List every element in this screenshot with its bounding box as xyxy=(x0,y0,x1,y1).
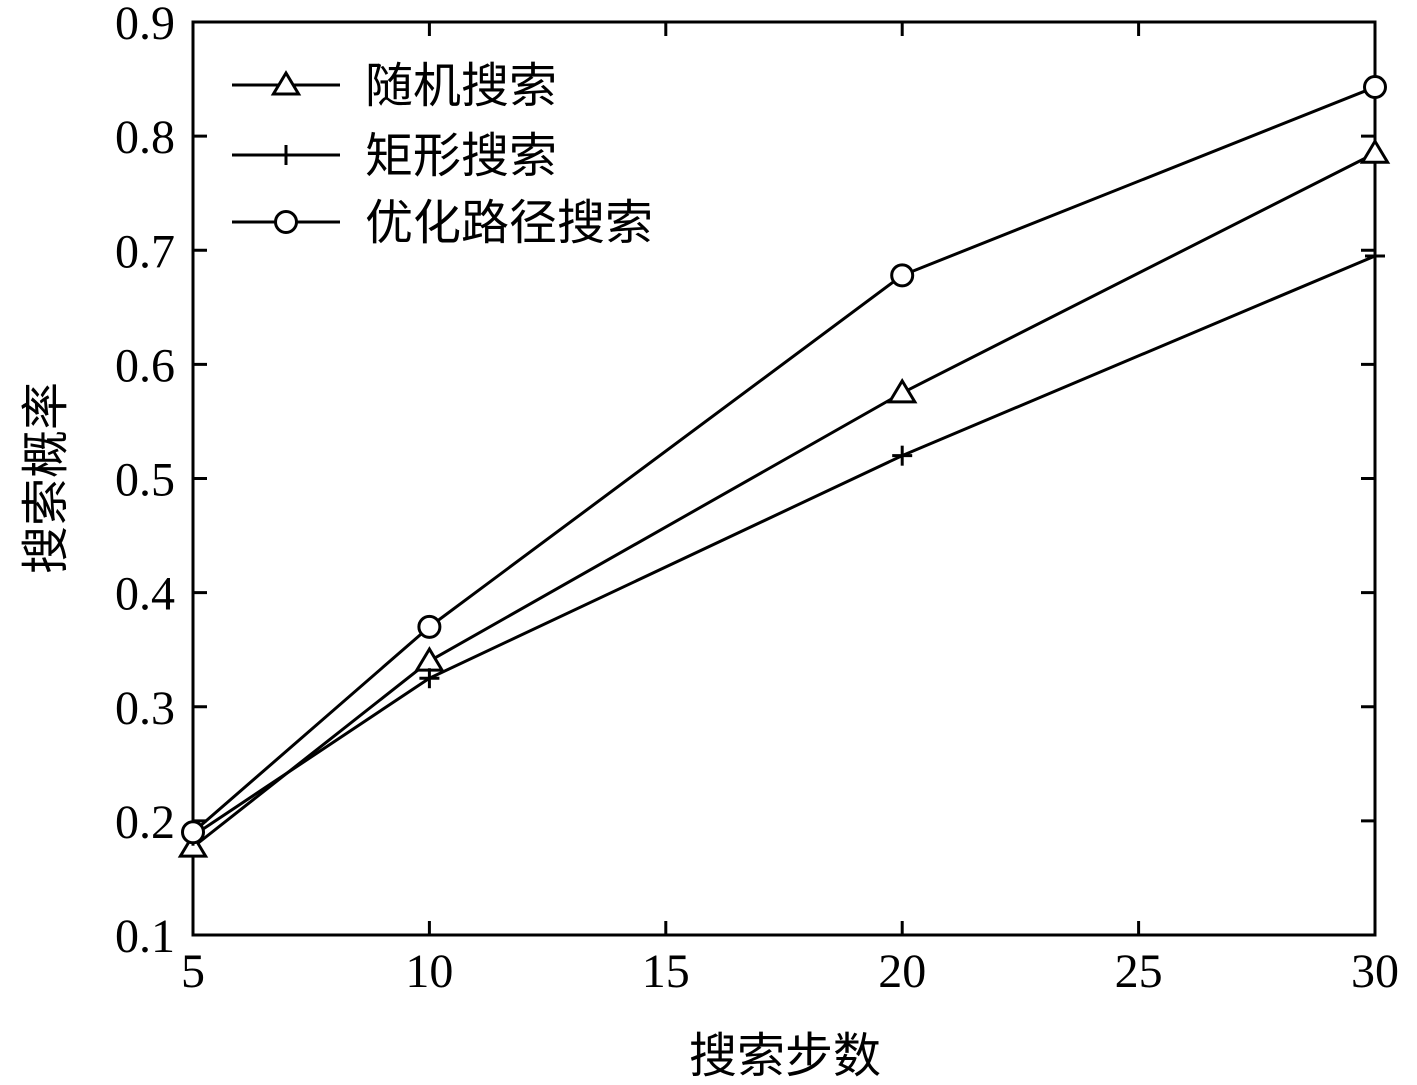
data-point-plus xyxy=(1365,245,1385,266)
y-tick-label: 0.4 xyxy=(115,568,175,621)
y-tick-label: 0.7 xyxy=(115,225,175,278)
legend-marker-circle xyxy=(274,210,298,234)
y-tick-label: 0.5 xyxy=(115,454,175,507)
data-point-circle xyxy=(181,820,205,845)
y-tick-label: 0.6 xyxy=(115,339,175,392)
series-line-circle xyxy=(192,85,1376,834)
legend-entry: 矩形搜索 xyxy=(232,128,557,184)
legend-marker-triangle xyxy=(270,70,302,96)
legend-entry: 随机搜索 xyxy=(232,58,557,114)
data-point-triangle xyxy=(886,377,918,404)
x-tick-label: 10 xyxy=(405,945,453,998)
x-tick-label: 5 xyxy=(181,945,205,998)
data-point-triangle xyxy=(414,646,445,672)
series-line-plus xyxy=(192,254,1376,837)
x-tick-label: 20 xyxy=(878,945,926,998)
data-point-circle xyxy=(1363,75,1387,100)
axes: 5 10 15 20 25 30 0.1 0.2 0.3 0.4 0.5 0.6 0.7 0.8 0.9 xyxy=(115,0,1399,998)
legend-label: 矩形搜索 xyxy=(365,128,557,184)
x-tick-label: 25 xyxy=(1115,945,1163,998)
x-tick-label: 30 xyxy=(1351,945,1399,998)
legend-label: 随机搜索 xyxy=(365,58,557,114)
x-tick-label: 15 xyxy=(642,945,690,998)
y-tick-label: 0.3 xyxy=(115,682,175,735)
series-circle xyxy=(181,75,1387,845)
data-point-plus xyxy=(892,445,913,466)
y-tick-label: 0.1 xyxy=(115,910,175,963)
series-plus xyxy=(183,245,1385,846)
legend-label: 优化路径搜索 xyxy=(365,195,653,251)
series-line-triangle xyxy=(192,151,1376,849)
data-point-circle xyxy=(417,614,442,639)
legend-marker-plus xyxy=(276,145,296,165)
y-tick-label: 0.8 xyxy=(115,111,175,164)
data-point-circle xyxy=(890,263,915,288)
data-point-plus xyxy=(419,668,440,689)
y-tick-label: 0.9 xyxy=(115,0,175,50)
y-tick-label: 0.2 xyxy=(115,796,175,849)
series-triangle xyxy=(177,138,1391,858)
legend-entry: 优化路径搜索 xyxy=(232,195,653,251)
plot-series xyxy=(177,75,1391,858)
x-axis-title: 搜索步数 xyxy=(689,1028,881,1084)
y-axis-title: 搜索概率 xyxy=(18,382,74,574)
data-point-triangle xyxy=(1359,138,1391,164)
